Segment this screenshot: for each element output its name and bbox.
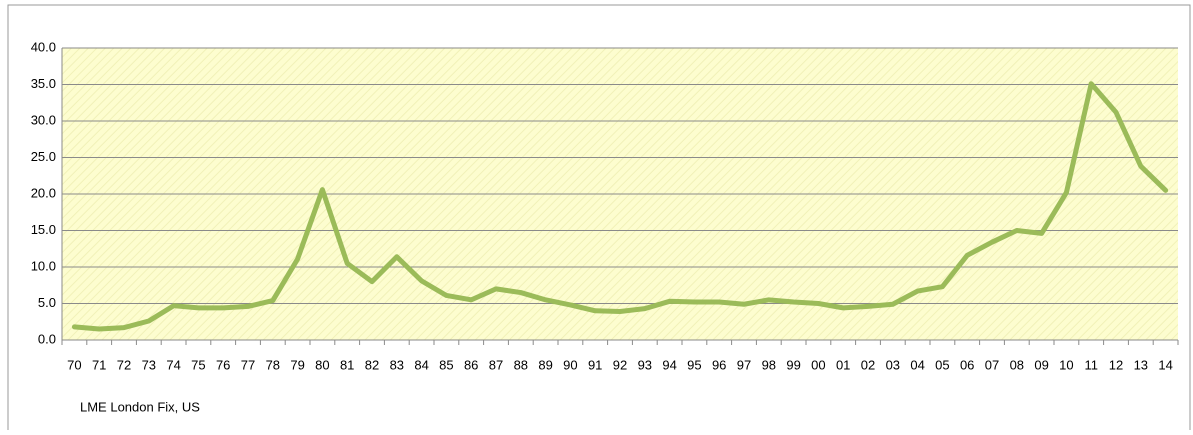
x-tick-label: 00: [811, 357, 825, 372]
x-tick-label: 90: [563, 357, 577, 372]
x-tick-label: 77: [241, 357, 255, 372]
x-tick-label: 94: [662, 357, 676, 372]
y-tick-label: 15.0: [31, 222, 56, 237]
x-tick-label: 85: [439, 357, 453, 372]
y-tick-label: 25.0: [31, 149, 56, 164]
y-tick-label: 35.0: [31, 76, 56, 91]
x-tick-label: 73: [142, 357, 156, 372]
x-tick-label: 04: [910, 357, 924, 372]
legend-label: LME London Fix, US: [80, 399, 200, 414]
x-tick-label: 75: [191, 357, 205, 372]
x-tick-label: 96: [712, 357, 726, 372]
x-tick-label: 07: [985, 357, 999, 372]
x-tick-label: 70: [67, 357, 81, 372]
x-tick-label: 86: [464, 357, 478, 372]
y-tick-label: 40.0: [31, 39, 56, 54]
x-tick-label: 01: [836, 357, 850, 372]
x-tick-label: 80: [315, 357, 329, 372]
x-tick-label: 02: [861, 357, 875, 372]
y-tick-label: 10.0: [31, 258, 56, 273]
x-tick-label: 95: [687, 357, 701, 372]
x-tick-label: 72: [117, 357, 131, 372]
x-tick-label: 03: [886, 357, 900, 372]
series-line: [71, 81, 1169, 332]
x-tick-label: 81: [340, 357, 354, 372]
x-tick-label: 89: [538, 357, 552, 372]
x-tick-label: 11: [1084, 357, 1098, 372]
y-tick-label: 20.0: [31, 185, 56, 200]
x-tick-label: 98: [762, 357, 776, 372]
x-tick-label: 13: [1134, 357, 1148, 372]
x-tick-label: 97: [737, 357, 751, 372]
x-tick-label: 91: [588, 357, 602, 372]
x-tick-label: 14: [1158, 357, 1172, 372]
x-tick-label: 05: [935, 357, 949, 372]
x-tick-label: 71: [92, 357, 106, 372]
y-tick-label: 30.0: [31, 112, 56, 127]
chart-border: [7, 4, 1191, 430]
x-tick-label: 84: [414, 357, 428, 372]
x-tick-label: 08: [1010, 357, 1024, 372]
x-tick-label: 88: [514, 357, 528, 372]
x-tick-label: 10: [1059, 357, 1073, 372]
x-tick-label: 76: [216, 357, 230, 372]
x-tick-label: 78: [266, 357, 280, 372]
x-tick-label: 74: [166, 357, 180, 372]
x-tick-label: 79: [290, 357, 304, 372]
x-tick-label: 92: [613, 357, 627, 372]
x-tick-label: 82: [365, 357, 379, 372]
x-tick-label: 93: [638, 357, 652, 372]
y-tick-label: 5.0: [38, 295, 56, 310]
y-tick-label: 0.0: [38, 331, 56, 346]
x-tick-label: 12: [1109, 357, 1123, 372]
x-tick-label: 87: [489, 357, 503, 372]
x-tick-label: 06: [960, 357, 974, 372]
x-tick-label: 09: [1034, 357, 1048, 372]
x-tick-label: 83: [390, 357, 404, 372]
x-tick-label: 99: [786, 357, 800, 372]
